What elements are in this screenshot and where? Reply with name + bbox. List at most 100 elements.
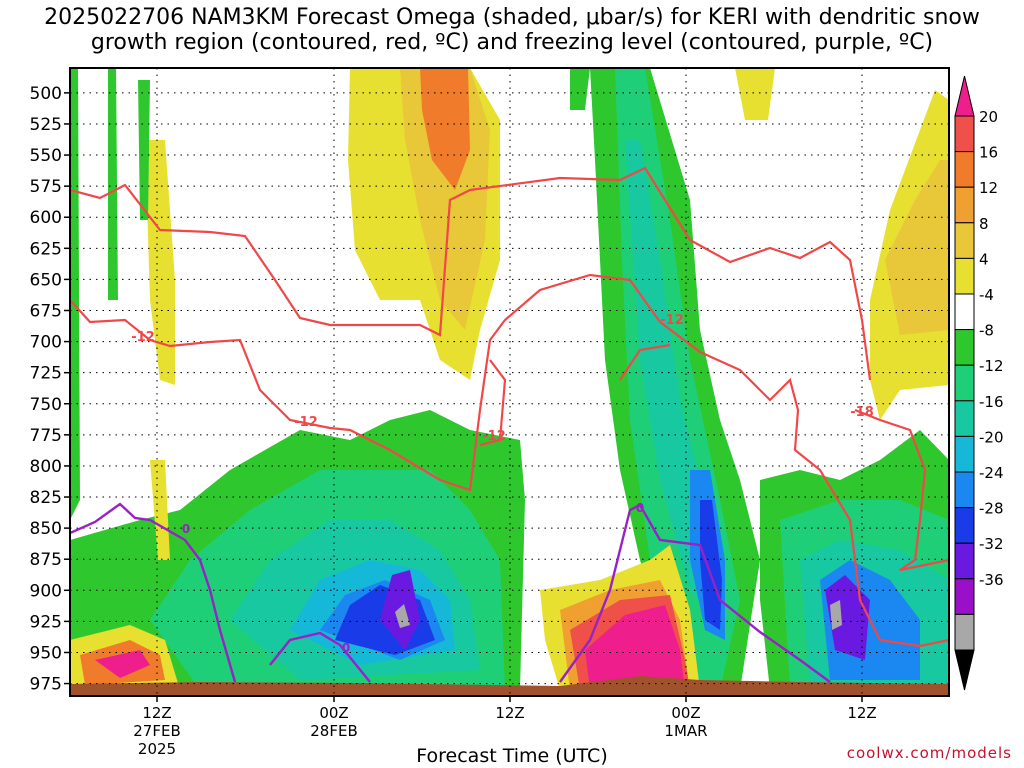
colorbar: 20 16 12 8 4 -4 -8 -12 -16 -20 -24 -28 -32 -36	[954, 75, 1004, 691]
colorbar-label: 16	[979, 144, 998, 162]
colorbar-bin	[954, 222, 975, 259]
chart-title-line2: growth region (contoured, red, ºC) and f…	[90, 30, 934, 55]
freezing-contour-line	[269, 631, 371, 683]
freezing-contour-line	[70, 502, 237, 683]
omega-shade-region	[585, 605, 685, 690]
x-tick-label: 12Z	[142, 704, 171, 722]
dendritic-contour-label: -12	[294, 415, 318, 430]
y-tick-label: 500	[30, 84, 62, 104]
colorbar-bottom-arrow	[954, 649, 975, 691]
x-tick-sublabel: 2025	[138, 740, 176, 758]
omega-shade-region	[395, 604, 410, 628]
x-tick-label: 12Z	[495, 704, 524, 722]
colorbar-bin	[954, 364, 975, 402]
colorbar-label: -28	[979, 500, 1004, 518]
omega-shade-region	[95, 650, 150, 678]
omega-shade-region	[145, 140, 175, 385]
y-tick-label: 650	[30, 270, 62, 290]
y-tick-label: 875	[30, 550, 62, 570]
colorbar-bin	[954, 329, 975, 366]
dendritic-contour-label: -12	[660, 313, 684, 328]
freezing-contour-label: 0	[182, 522, 190, 536]
dendritic-contour-line	[619, 343, 671, 381]
y-tick-label: 700	[30, 333, 62, 353]
colorbar-label: -20	[979, 428, 1004, 446]
colorbar-label: -8	[979, 322, 994, 340]
colorbar-bin	[954, 115, 975, 153]
colorbar-label: -12	[979, 357, 1004, 375]
contour-layer: -12 -12 -12 -12 -18 0 0 0	[70, 166, 949, 683]
colorbar-bin	[954, 613, 975, 651]
y-tick-label: 850	[30, 519, 62, 539]
dendritic-contour-line	[854, 408, 949, 572]
x-axis-title: Forecast Time (UTC)	[416, 745, 608, 767]
colorbar-bin	[954, 578, 975, 615]
y-tick-label: 550	[30, 146, 62, 166]
grid-layer	[70, 68, 949, 696]
y-tick-label: 900	[30, 581, 62, 601]
y-tick-label: 950	[30, 643, 62, 663]
omega-shade-region	[138, 80, 150, 220]
dendritic-contour-line	[479, 359, 507, 447]
x-tick-sublabel: 28FEB	[310, 722, 357, 740]
freezing-contour-label: 0	[636, 501, 644, 515]
colorbar-label: -4	[979, 286, 994, 304]
colorbar-label: -36	[979, 571, 1004, 589]
omega-shade-region	[150, 460, 170, 560]
y-tick-label: 825	[30, 488, 62, 508]
dendritic-contour-line	[70, 273, 949, 648]
colorbar-label: 20	[979, 108, 998, 126]
y-tick-label: 675	[30, 301, 62, 321]
omega-shade-region	[830, 600, 842, 630]
freezing-contour-label: 0	[342, 641, 350, 655]
dendritic-contour-label: -12	[131, 330, 155, 345]
omega-shade-region	[885, 160, 949, 335]
colorbar-bin	[954, 542, 975, 580]
omega-shade-region	[70, 68, 80, 520]
y-tick-label: 750	[30, 395, 62, 415]
colorbar-bin	[954, 435, 975, 473]
colorbar-label: 12	[979, 179, 998, 197]
colorbar-bin	[954, 471, 975, 509]
omega-shade-region	[570, 68, 590, 110]
x-tick-sublabel: 1MAR	[664, 722, 707, 740]
colorbar-bin	[954, 507, 975, 544]
y-tick-label: 575	[30, 177, 62, 197]
colorbar-label: -32	[979, 535, 1004, 553]
colorbar-bin	[954, 400, 975, 437]
colorbar-top-arrow	[954, 75, 975, 117]
x-tick-label: 00Z	[671, 704, 700, 722]
omega-shade-region	[420, 68, 470, 190]
colorbar-bin	[954, 186, 975, 224]
dendritic-contour-label: -12	[482, 429, 506, 444]
y-tick-label: 625	[30, 239, 62, 259]
y-tick-label: 975	[30, 675, 62, 695]
y-tick-label: 600	[30, 208, 62, 228]
colorbar-bin	[954, 257, 975, 295]
y-tick-label: 800	[30, 457, 62, 477]
colorbar-bin	[954, 151, 975, 188]
colorbar-bin	[954, 293, 975, 331]
dendritic-contour-label: -18	[850, 405, 874, 420]
freezing-contour-line	[559, 503, 831, 683]
colorbar-label: -16	[979, 393, 1004, 411]
omega-shade-region	[735, 68, 775, 120]
colorbar-label: 8	[979, 215, 989, 233]
axes-layer: 500 525 550 575 600 625 650 675 700 725 750 775 800 8…	[30, 67, 950, 758]
omega-shade-region	[700, 500, 722, 630]
y-tick-label: 525	[30, 115, 62, 135]
x-tick-sublabel: 27FEB	[133, 722, 180, 740]
x-tick-label: 00Z	[319, 704, 348, 722]
colorbar-label: 4	[979, 250, 989, 268]
dendritic-contour-line	[70, 166, 872, 381]
y-tick-label: 775	[30, 426, 62, 446]
x-tick-label: 12Z	[847, 704, 876, 722]
colorbar-label: -24	[979, 464, 1004, 482]
y-tick-label: 725	[30, 364, 62, 384]
chart-title-line1: 2025022706 NAM3KM Forecast Omega (shaded…	[44, 5, 980, 30]
watermark: coolwx.com/models	[846, 744, 1012, 762]
omega-shade-region	[108, 68, 118, 300]
y-tick-label: 925	[30, 612, 62, 632]
omega-field-layer	[70, 68, 949, 696]
